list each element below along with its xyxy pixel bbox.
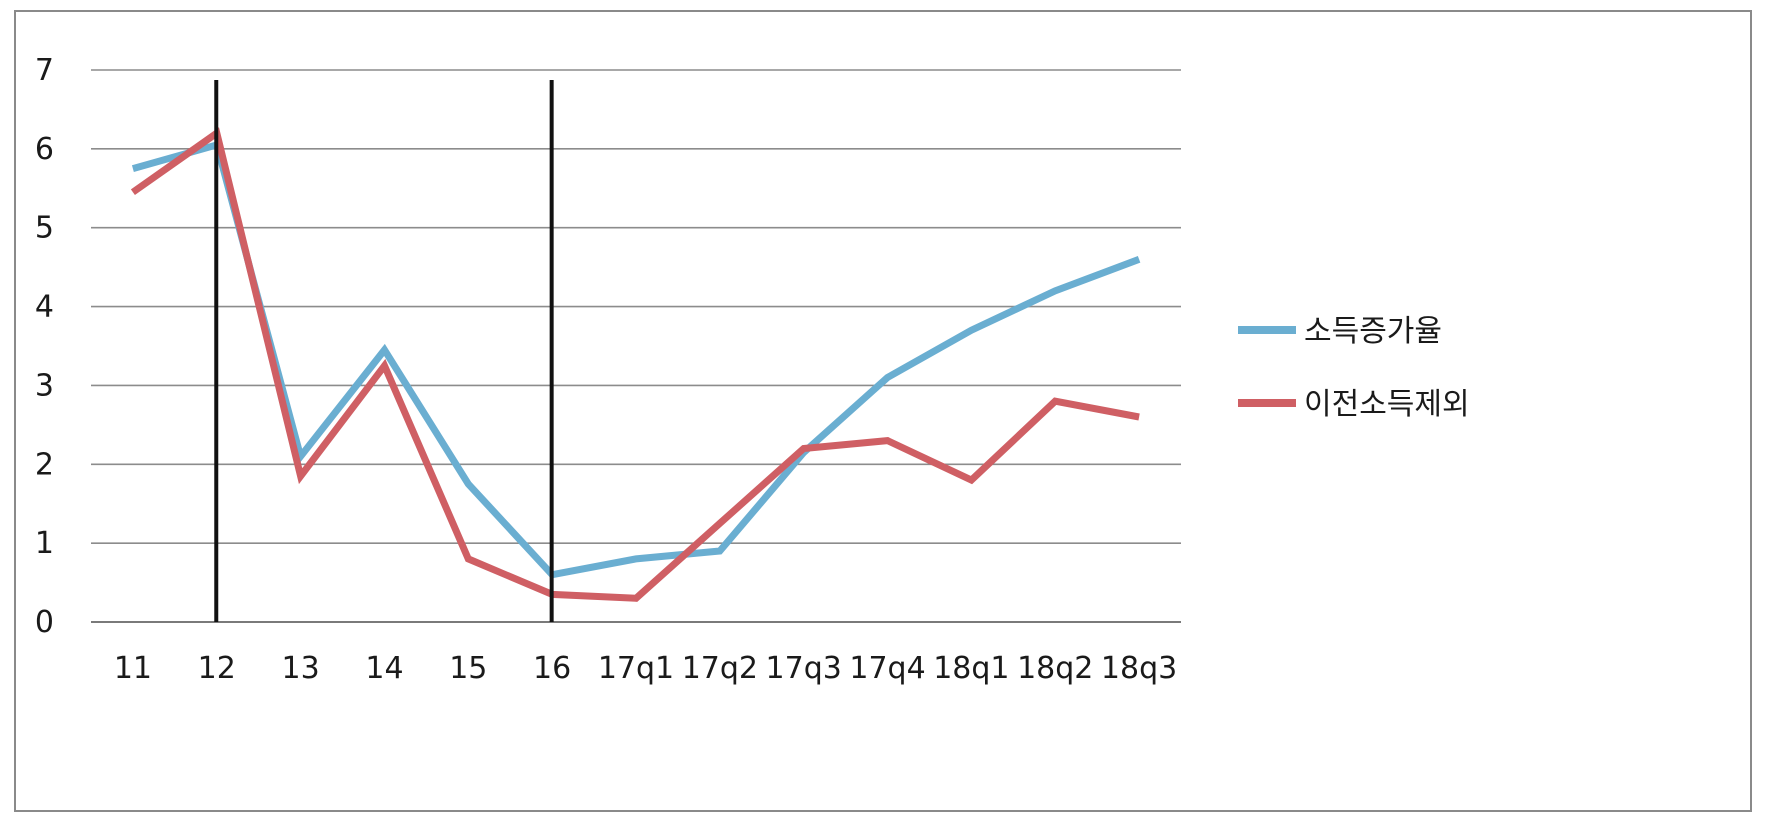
x-tick-label-12: 12: [198, 651, 236, 686]
y-tick-label-0: 0: [35, 605, 54, 640]
x-tick-label-18q1: 18q1: [933, 651, 1009, 686]
x-tick-label-14: 14: [365, 651, 403, 686]
y-tick-label-4: 4: [35, 290, 54, 325]
y-tick-label-6: 6: [35, 132, 54, 167]
y-tick-label-2: 2: [35, 447, 54, 482]
x-tick-label-18q2: 18q2: [1017, 651, 1093, 686]
x-tick-label-17q4: 17q4: [849, 651, 925, 686]
chart-frame: [14, 10, 1752, 812]
series-line-2: [130, 127, 1140, 602]
x-tick-label-16: 16: [533, 651, 571, 686]
x-tick-label-18q3: 18q3: [1101, 651, 1177, 686]
x-tick-label-17q3: 17q3: [766, 651, 842, 686]
x-tick-label-13: 13: [282, 651, 320, 686]
x-tick-label-17q2: 17q2: [682, 651, 758, 686]
x-tick-label-15: 15: [449, 651, 487, 686]
y-tick-label-5: 5: [35, 211, 54, 246]
y-tick-label-7: 7: [35, 53, 54, 88]
x-tick-label-11: 11: [114, 651, 152, 686]
series-line-1: [131, 140, 1141, 579]
legend-label-1: 소득증가율: [1304, 314, 1442, 349]
legend-label-2: 이전소득제외: [1304, 387, 1470, 422]
x-axis-tick-labels: 11 12 13 14 15 16 17q1 17q2 17q3 17q4 18q1 18q2 18q3: [114, 651, 1177, 686]
x-tick-label-17q1: 17q1: [598, 651, 674, 686]
vertical-markers: [214, 80, 554, 622]
gridlines: [91, 69, 1181, 623]
y-axis-tick-labels: 0 1 2 3 4 5 6 7: [35, 53, 54, 640]
y-tick-label-3: 3: [35, 368, 54, 403]
series-lines: [130, 127, 1141, 602]
y-tick-label-1: 1: [35, 526, 54, 561]
